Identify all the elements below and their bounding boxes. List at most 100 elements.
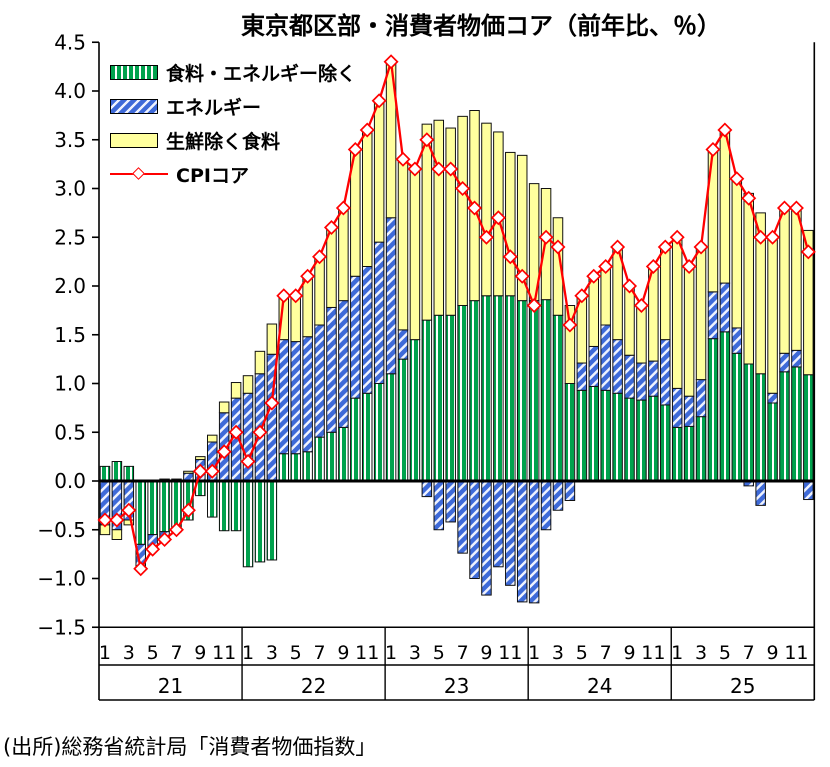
bar-segment-ex-food-energy — [326, 431, 337, 482]
bar-segment-ex-food-energy — [803, 374, 814, 482]
bar-segment-energy — [779, 352, 790, 373]
cpi-marker — [526, 297, 542, 314]
legend-label: CPIコア — [176, 164, 249, 187]
bar-segment-food — [373, 100, 385, 243]
cpi-marker — [669, 229, 685, 245]
bar-segment-energy — [457, 480, 468, 554]
bar-segment-ex-food-energy — [218, 480, 230, 532]
month-tick-label: 1 — [99, 642, 111, 664]
cpi-marker — [312, 249, 328, 265]
cpi-marker — [347, 141, 363, 158]
bar-segment-food — [731, 178, 743, 329]
bar-segment-ex-food-energy — [564, 383, 576, 482]
year-label: 22 — [301, 674, 326, 698]
bar-segment-ex-food-energy — [135, 480, 146, 545]
bar-segment-food — [123, 519, 135, 526]
cpi-marker — [264, 395, 280, 411]
source-note: (出所)総務省統計局「消費者物価指数」 — [3, 735, 377, 759]
bar-segment-food — [779, 209, 790, 354]
cpi-marker — [407, 161, 423, 177]
cpi-marker — [121, 502, 137, 518]
bar-segment-ex-food-energy — [731, 352, 743, 482]
bar-segment-food — [302, 275, 313, 338]
bar-segment-ex-food-energy — [123, 465, 135, 482]
cpi-marker — [514, 268, 530, 284]
bar-segment-food — [552, 217, 564, 316]
bar-segment-ex-food-energy — [230, 480, 242, 532]
bar-segment-food — [326, 227, 337, 308]
bar-segment-energy — [803, 480, 814, 501]
y-tick-label: 1.0 — [54, 372, 86, 396]
month-tick-label: 7 — [314, 642, 326, 664]
bar-segment-food — [624, 285, 635, 356]
bar-segment-energy — [552, 480, 564, 511]
legend-label: 食料・エネルギー除く — [166, 62, 357, 85]
bar-segment-ex-food-energy — [433, 314, 445, 482]
bar-segment-energy — [302, 336, 313, 453]
cpi-marker — [180, 502, 196, 518]
bar-segment-ex-food-energy — [528, 300, 540, 482]
bar-segment-ex-food-energy — [350, 397, 361, 482]
cpi-marker — [753, 229, 769, 245]
bar-segment-ex-food-energy — [99, 465, 111, 482]
month-tick-label: 7 — [170, 642, 182, 664]
cpi-marker — [228, 424, 244, 440]
bar-segment-ex-food-energy — [111, 461, 123, 482]
bar-segment-food — [111, 529, 123, 540]
bar-segment-food — [230, 382, 242, 399]
bar-segment-ex-food-energy — [385, 373, 397, 482]
bar-segment-ex-food-energy — [516, 300, 528, 482]
y-tick-label: 0.0 — [54, 469, 86, 493]
bar-segment-energy — [731, 327, 743, 354]
bar-segment-energy — [588, 345, 599, 387]
bar-segment-ex-food-energy — [600, 389, 611, 482]
cpi-marker — [562, 317, 578, 333]
cpi-marker — [323, 219, 339, 236]
bar-segment-food — [421, 123, 433, 321]
month-tick-label: 5 — [147, 642, 159, 664]
bar-segment-ex-food-energy — [552, 314, 564, 482]
cpi-marker — [395, 151, 411, 167]
cpi-marker — [276, 288, 292, 304]
month-tick-label: 1 — [528, 642, 540, 664]
y-tick-label: 2.5 — [54, 225, 86, 249]
bar-segment-ex-food-energy — [755, 373, 766, 482]
bar-segment-ex-food-energy — [314, 436, 325, 482]
bar-segment-food — [767, 236, 778, 394]
bar-segment-food — [314, 256, 325, 326]
cpi-marker — [657, 239, 673, 255]
bar-segment-energy — [290, 341, 301, 455]
month-tick-label: 11 — [784, 642, 808, 664]
month-tick-label: 9 — [767, 642, 779, 664]
year-label: 24 — [587, 674, 612, 698]
y-tick-label: 2.0 — [54, 274, 86, 298]
bar-segment-energy — [612, 339, 623, 394]
month-tick-label: 3 — [409, 642, 421, 664]
bar-segment-energy — [528, 480, 540, 604]
cpi-marker — [729, 171, 745, 187]
legend-label: 生鮮除く食料 — [166, 130, 281, 153]
month-tick-label: 11 — [355, 642, 379, 664]
bar-segment-ex-food-energy — [469, 300, 480, 482]
bar-segment-food — [254, 350, 266, 375]
bar-segment-ex-food-energy — [540, 299, 552, 482]
bar-segment-food — [564, 305, 576, 384]
bar-segment-food — [433, 119, 445, 316]
month-tick-label: 11 — [641, 642, 665, 664]
month-tick-label: 9 — [480, 642, 492, 664]
bar-segment-ex-food-energy — [397, 358, 409, 482]
bar-segment-energy — [516, 480, 528, 603]
bar-segment-ex-food-energy — [207, 480, 218, 518]
month-tick-label: 3 — [123, 642, 135, 664]
bar-segment-ex-food-energy — [624, 397, 635, 482]
bar-segment-energy — [373, 241, 385, 384]
month-tick-label: 9 — [337, 642, 349, 664]
bar-segment-ex-food-energy — [254, 480, 266, 563]
bar-segment-ex-food-energy — [481, 295, 492, 482]
bar-segment-energy — [648, 360, 659, 397]
cpi-marker — [645, 258, 661, 275]
cpi-marker — [133, 561, 149, 577]
bar-segment-food — [695, 246, 707, 381]
bar-segment-ex-food-energy — [445, 314, 456, 482]
